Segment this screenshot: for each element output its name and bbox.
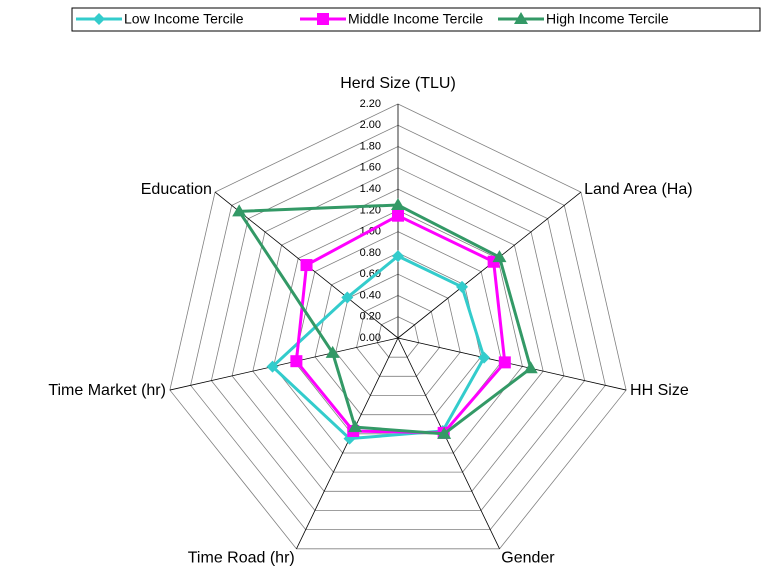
- series-line: [270, 254, 486, 441]
- y-tick-label: 1.80: [360, 140, 381, 152]
- y-tick-label: 2.00: [360, 119, 381, 131]
- legend-marker: [317, 13, 329, 25]
- series-line: [294, 213, 507, 435]
- category-label: Time Market (hr): [48, 382, 166, 399]
- y-tick-label: 0.80: [360, 247, 381, 259]
- marker: [391, 198, 405, 211]
- grid-line: [335, 273, 461, 396]
- category-label: Land Area (Ha): [584, 181, 693, 198]
- axis-spoke: [169, 337, 399, 391]
- marker: [492, 250, 507, 263]
- marker: [437, 426, 452, 439]
- grid-line: [356, 295, 440, 377]
- legend-marker: [93, 13, 105, 25]
- legend-label: Low Income Tercile: [124, 11, 244, 27]
- y-tick-label: 2.20: [360, 98, 381, 110]
- grid-line: [190, 124, 606, 531]
- marker: [325, 345, 340, 358]
- grid-line: [210, 146, 586, 511]
- grid-line: [314, 252, 482, 416]
- y-tick-label: 0.00: [360, 332, 381, 344]
- y-tick-label: 0.40: [360, 289, 381, 301]
- legend-label: Middle Income Tercile: [348, 11, 483, 27]
- marker: [290, 355, 303, 368]
- category-label: HH Size: [630, 382, 689, 399]
- marker: [341, 291, 354, 304]
- marker: [266, 360, 279, 373]
- marker: [392, 250, 404, 263]
- y-tick-label: 0.60: [360, 268, 381, 280]
- marker: [348, 420, 363, 433]
- marker: [478, 351, 491, 364]
- legend-box: [71, 7, 761, 32]
- marker: [300, 259, 313, 272]
- y-tick-label: 1.40: [360, 183, 381, 195]
- category-label: Education: [141, 181, 212, 198]
- grid-line: [231, 167, 565, 492]
- marker: [232, 204, 247, 217]
- grid-line: [169, 103, 627, 550]
- axis-spoke: [296, 337, 399, 550]
- series-line: [236, 203, 533, 436]
- marker: [523, 361, 538, 374]
- category-label: Herd Size (TLU): [340, 75, 456, 92]
- marker: [392, 209, 404, 222]
- y-tick-label: 0.20: [360, 311, 381, 323]
- category-label: Time Road (hr): [188, 550, 295, 567]
- y-tick-label: 1.60: [360, 162, 381, 174]
- grid-line: [376, 316, 420, 358]
- marker: [456, 280, 469, 293]
- axis-spoke: [397, 337, 500, 550]
- legend-label: High Income Tercile: [546, 11, 669, 27]
- legend-marker: [514, 12, 528, 24]
- axis-spoke: [397, 337, 627, 391]
- grid-line: [273, 209, 523, 454]
- category-label: Gender: [501, 550, 555, 567]
- marker: [498, 356, 511, 369]
